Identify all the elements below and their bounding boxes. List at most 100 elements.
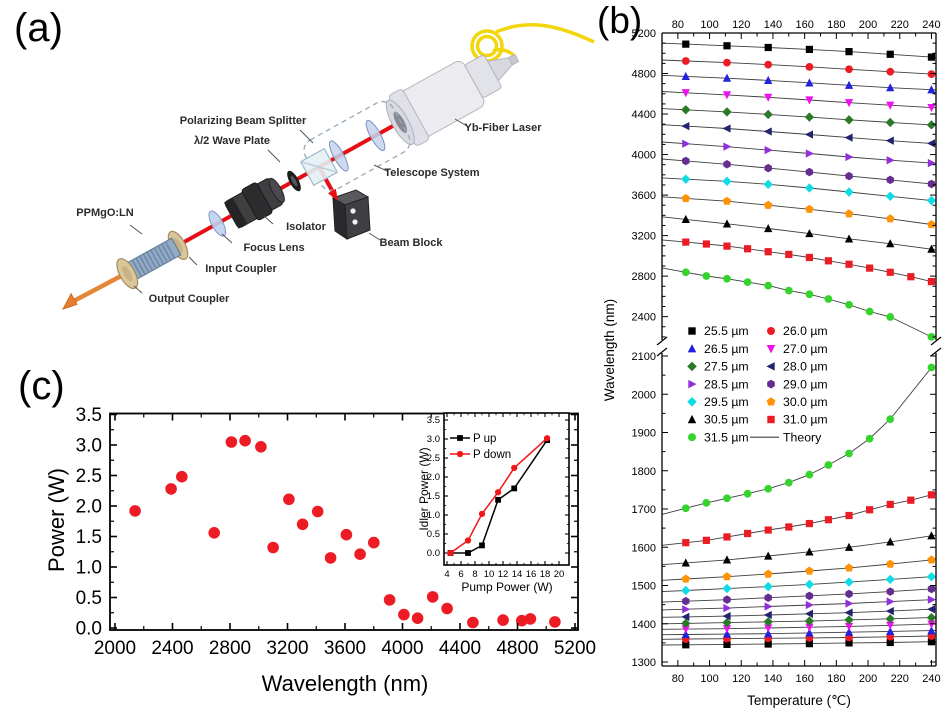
svg-text:80: 80: [672, 19, 684, 31]
svg-text:2.0: 2.0: [76, 497, 102, 518]
svg-text:29.5 µm: 29.5 µm: [704, 395, 749, 409]
panel-b-letter: (b): [597, 0, 643, 41]
svg-text:120: 120: [732, 673, 750, 685]
svg-text:1.5: 1.5: [427, 491, 440, 502]
svg-text:180: 180: [827, 19, 845, 31]
svg-text:3.0: 3.0: [76, 436, 102, 457]
svg-text:2800: 2800: [632, 271, 656, 283]
svg-text:30.5 µm: 30.5 µm: [704, 413, 749, 427]
svg-text:P down: P down: [473, 449, 511, 461]
svg-text:28.5 µm: 28.5 µm: [704, 377, 749, 391]
svg-text:16: 16: [526, 569, 537, 580]
svg-text:0.0: 0.0: [427, 548, 440, 559]
chart-b-series-markers: [681, 40, 937, 649]
chart-c-points: [129, 434, 561, 629]
label-output: Output Coupler: [149, 293, 230, 305]
telescope-lens-1: [365, 119, 386, 152]
svg-text:3200: 3200: [632, 231, 656, 243]
chart-b-x-tick-labels: 80 80 100 100 120 120 140 140 160 160 180 180 200 200…: [672, 19, 941, 685]
series-25.5µm: [682, 40, 936, 649]
svg-text:P up: P up: [473, 433, 496, 445]
series-31.5µm: [681, 268, 936, 513]
svg-text:6: 6: [458, 569, 463, 580]
chart-c-inset-legend: P up P down: [450, 433, 511, 461]
svg-text:28.0 µm: 28.0 µm: [783, 360, 828, 374]
chart-c-y-tick-labels: 0.0 0.5 1.0 1.5 2.0 2.5 3.0 3.5: [76, 405, 102, 640]
svg-text:100: 100: [700, 673, 718, 685]
svg-text:30.0 µm: 30.0 µm: [783, 395, 828, 409]
telescope-lens-2: [328, 140, 349, 172]
chart-b-axes: [656, 32, 942, 667]
polarizing-beam-splitter: [299, 147, 339, 187]
series-26.5µm: [681, 71, 936, 639]
svg-text:0.5: 0.5: [76, 588, 102, 609]
svg-text:1700: 1700: [632, 504, 656, 516]
optical-setup-diagram: Polarizing Beam Splitter λ/2 Wave Plate …: [61, 23, 595, 310]
svg-text:2400: 2400: [151, 638, 193, 659]
series-28.0µm: [681, 121, 936, 622]
svg-text:2000: 2000: [632, 389, 656, 401]
svg-text:240: 240: [922, 673, 940, 685]
svg-text:200: 200: [859, 673, 877, 685]
svg-text:100: 100: [700, 19, 718, 31]
yb-fiber-laser: [385, 53, 520, 146]
svg-text:1400: 1400: [632, 619, 656, 631]
svg-text:1.0: 1.0: [76, 558, 102, 579]
svg-text:20: 20: [554, 569, 565, 580]
half-wave-plate: [287, 170, 301, 192]
svg-text:12: 12: [498, 569, 509, 580]
svg-text:31.5 µm: 31.5 µm: [704, 430, 749, 444]
svg-text:4400: 4400: [439, 638, 481, 659]
beam-block: [328, 188, 371, 240]
chart-b: 80 80 100 100 120 120 140 140 160 160 180 180 200 200…: [602, 19, 942, 708]
telescope-system: [303, 100, 411, 192]
svg-text:Power (W): Power (W): [44, 468, 69, 572]
svg-text:0.5: 0.5: [427, 529, 440, 540]
svg-text:160: 160: [795, 19, 813, 31]
label-telescope: Telescope System: [384, 167, 479, 179]
svg-text:3.5: 3.5: [427, 415, 440, 426]
svg-text:80: 80: [672, 673, 684, 685]
series-29.0µm: [682, 156, 936, 606]
svg-text:140: 140: [764, 19, 782, 31]
svg-text:2000: 2000: [94, 638, 136, 659]
svg-text:3200: 3200: [266, 638, 308, 659]
chart-c: 2000 2400 2800 3200 3600 4000 4400 4800 52000.00…: [44, 405, 596, 696]
svg-text:200: 200: [859, 19, 877, 31]
label-pbs: Polarizing Beam Splitter: [180, 115, 307, 127]
svg-text:27.5 µm: 27.5 µm: [704, 360, 749, 374]
series-29.5µm: [681, 174, 937, 596]
svg-text:5200: 5200: [554, 638, 596, 659]
svg-text:2400: 2400: [632, 312, 656, 324]
svg-text:1500: 1500: [632, 581, 656, 593]
svg-text:120: 120: [732, 19, 750, 31]
series-27.0µm: [681, 89, 936, 634]
svg-text:2800: 2800: [209, 638, 251, 659]
chart-c-axes: [109, 412, 579, 631]
svg-text:1900: 1900: [632, 428, 656, 440]
label-isolator: Isolator: [286, 221, 326, 233]
svg-text:0.0: 0.0: [76, 619, 102, 640]
series-31.0µm: [682, 238, 936, 547]
chart-b-y-tick-labels: 2400 2800 3200 3600 4000 4400 4800 5200 1300 1400…: [632, 28, 656, 669]
svg-text:Pump Power (W): Pump Power (W): [461, 580, 552, 594]
label-beamblock: Beam Block: [380, 237, 444, 249]
series-30.5µm: [681, 214, 936, 567]
svg-text:Temperature (℃): Temperature (℃): [747, 693, 851, 708]
label-input: Input Coupler: [205, 263, 277, 275]
label-focuslens: Focus Lens: [243, 242, 304, 254]
svg-text:160: 160: [795, 673, 813, 685]
svg-text:220: 220: [891, 673, 909, 685]
output-coupler: [116, 258, 139, 290]
chart-c-inset-series: [447, 435, 551, 557]
svg-text:2100: 2100: [632, 351, 656, 363]
isolator: [223, 177, 285, 229]
svg-text:5200: 5200: [632, 28, 656, 40]
svg-text:Wavelength (nm): Wavelength (nm): [262, 671, 429, 696]
svg-text:2.0: 2.0: [427, 472, 440, 483]
svg-text:29.0 µm: 29.0 µm: [783, 377, 828, 391]
svg-text:3.0: 3.0: [427, 434, 440, 445]
svg-text:8: 8: [472, 569, 477, 580]
